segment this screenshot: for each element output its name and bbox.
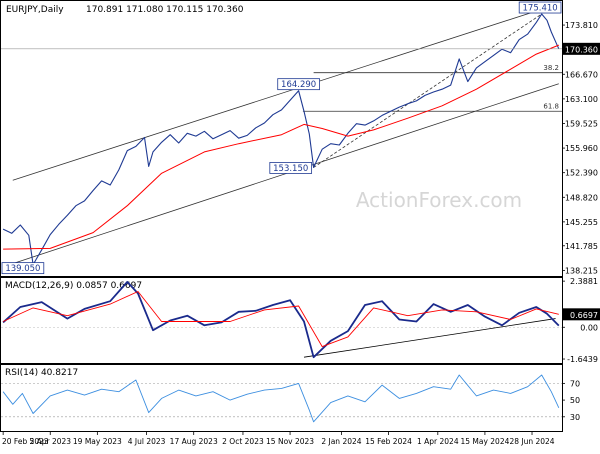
macd-panel bbox=[0, 277, 563, 364]
annotation-box bbox=[518, 1, 562, 14]
price-y-tick-label: 166.670 bbox=[565, 70, 598, 79]
price-y-tick-label: 141.785 bbox=[565, 242, 598, 251]
price-y-tick-label: 163.100 bbox=[565, 95, 598, 104]
price-y-tick-label: 145.255 bbox=[565, 218, 598, 227]
annotation-box bbox=[277, 78, 320, 91]
price-y-tick-label: 173.810 bbox=[565, 21, 598, 30]
macd-plot bbox=[1, 280, 562, 359]
macd-y-tick-label: 0.00 bbox=[580, 323, 598, 332]
rsi-header: RSI(14) 40.8217 bbox=[5, 368, 78, 378]
x-tick-label: 20 Feb 2023 bbox=[2, 437, 49, 446]
fib-level-label: 61.8 bbox=[543, 103, 559, 111]
rsi-y-tick-label: 70 bbox=[570, 379, 580, 388]
fib-level-label: 38.2 bbox=[543, 64, 559, 72]
rsi-y-tick-label: 30 bbox=[570, 413, 580, 422]
macd-y-tick-label: -1.6439 bbox=[567, 355, 598, 364]
macd-current-value: 0.6697 bbox=[570, 311, 598, 320]
current-price-tag bbox=[563, 42, 600, 55]
watermark: ActionForex.com bbox=[356, 188, 522, 212]
macd-trendline bbox=[303, 318, 556, 358]
price-y-tick-label: 148.820 bbox=[565, 193, 598, 202]
x-tick-label: 4 Jul 2023 bbox=[128, 437, 166, 446]
x-tick-label: 15 Nov 2023 bbox=[266, 437, 314, 446]
macd-line bbox=[2, 280, 560, 359]
price-y-tick-label: 152.390 bbox=[565, 169, 598, 178]
x-tick-label: 5 Apr 2023 bbox=[29, 437, 71, 446]
annotation-label: 153.150 bbox=[273, 164, 308, 174]
channel-inner-dashed-line bbox=[313, 13, 542, 168]
macd-current-tag bbox=[563, 308, 600, 321]
x-tick-label: 2 Jan 2024 bbox=[321, 437, 361, 446]
current-price-value: 170.360 bbox=[565, 45, 598, 54]
macd-header: MACD(12,26,9) 0.0857 0.6697 bbox=[5, 281, 142, 291]
macd-signal-line bbox=[2, 291, 559, 348]
rsi-y-tick-label: 50 bbox=[570, 396, 580, 405]
annotation-box bbox=[1, 262, 45, 275]
rsi-panel bbox=[0, 364, 563, 432]
rsi-plot bbox=[1, 374, 562, 423]
price-plot: 139.050 164.290 153.150 175.410 38.2 61.8 bbox=[1, 1, 562, 275]
annotation-label: 139.050 bbox=[5, 264, 40, 274]
price-header-ohlc: 170.891 171.080 170.115 170.360 bbox=[86, 5, 244, 15]
x-tick-label: 17 Aug 2023 bbox=[170, 437, 218, 446]
x-tick-label: 2 Oct 2023 bbox=[222, 437, 264, 446]
channel-upper-line bbox=[12, 5, 553, 181]
price-header-symbol: EURJPY,Daily bbox=[6, 5, 64, 15]
price-y-tick-label: 159.525 bbox=[565, 120, 598, 129]
rsi-line bbox=[2, 374, 560, 423]
annotation-label: 175.410 bbox=[523, 4, 558, 14]
annotation-box bbox=[269, 162, 313, 174]
price-series-line bbox=[2, 13, 560, 266]
macd-y-tick-label: 2.3881 bbox=[570, 277, 598, 286]
x-tick-label: 28 Jun 2024 bbox=[509, 437, 554, 446]
annotation-label: 164.290 bbox=[281, 80, 316, 90]
axes-layer: 170.360 173.810 166.670 163.100 159.525 155.9… bbox=[2, 21, 600, 446]
price-y-tick-label: 138.215 bbox=[565, 266, 598, 275]
price-y-tick-label: 155.960 bbox=[565, 144, 598, 153]
moving-average-line bbox=[3, 44, 559, 250]
x-tick-label: 1 Apr 2024 bbox=[417, 437, 459, 446]
x-tick-label: 15 Feb 2024 bbox=[365, 437, 412, 446]
x-tick-label: 19 May 2023 bbox=[73, 437, 122, 446]
price-panel bbox=[0, 0, 563, 277]
x-tick-label: 15 May 2024 bbox=[460, 437, 509, 446]
